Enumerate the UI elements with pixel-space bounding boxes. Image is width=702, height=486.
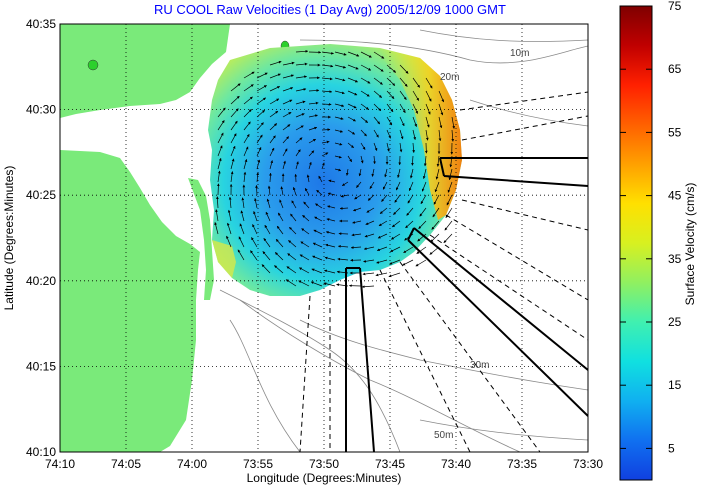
colorbar-tick-label: 45 [668,189,682,203]
land-sandy-hook [188,178,214,300]
colorbar-tick-label: 15 [668,378,682,392]
x-tick-label: 73:40 [441,457,471,471]
x-tick-labels: 74:10 74:05 74:00 73:55 73:50 73:45 73:40 73:35… [45,457,603,471]
y-axis-label: Latitude (Degrees:Minutes) [2,166,16,311]
x-tick-label: 73:50 [309,457,339,471]
land-staten-island [60,150,200,452]
x-tick-label: 74:05 [111,457,141,471]
y-tick-label: 40:15 [26,359,56,373]
x-tick-label: 73:55 [243,457,273,471]
colorbar-tick-label: 35 [668,252,682,266]
x-tick-label: 73:45 [375,457,405,471]
y-tick-labels: 40:35 40:30 40:25 40:20 40:15 40:10 [26,17,56,459]
y-tick-label: 40:25 [26,188,56,202]
contour-label: 20m [440,72,459,83]
velocity-field-west-band [212,240,236,278]
x-axis-label: Longitude (Degrees:Minutes) [247,471,402,485]
colorbar-tick-label: 25 [668,315,682,329]
colorbar [619,5,653,481]
contour-label: 10m [510,48,529,59]
colorbar-label: Surface Velocity (cm/s) [683,183,697,306]
station-marker [87,59,99,71]
colorbar-tick-label: 65 [668,62,682,76]
contour-label: 30m [470,360,489,371]
y-tick-label: 40:35 [26,17,56,31]
plot-frame [59,23,589,453]
x-tick-label: 73:35 [507,457,537,471]
colorbar-tick-label: 75 [668,0,682,13]
map-grid [60,24,588,452]
colorbar-tick-labels: 75 65 55 45 35 25 15 5 [620,0,682,455]
y-tick-label: 40:30 [26,103,56,117]
contour-label: 50m [434,430,453,441]
x-tick-label: 73:30 [573,457,603,471]
colorbar-tick-label: 5 [668,441,675,455]
y-tick-label: 40:20 [26,274,56,288]
velocity-field-east-band [380,48,462,220]
y-tick-label: 40:10 [26,445,56,459]
map-title: RU COOL Raw Velocities (1 Day Avg) 2005/… [154,2,506,17]
colorbar-tick-label: 55 [668,125,682,139]
velocity-field [208,44,462,296]
radar-range-dashes [299,91,588,452]
map-plot-area [60,24,588,452]
bathymetry-contours [219,29,588,452]
land-long-island [60,24,230,118]
x-tick-label: 74:00 [177,457,207,471]
x-tick-label: 74:10 [45,457,75,471]
velocity-vectors [214,49,455,289]
radar-beam-outlines [345,157,588,452]
